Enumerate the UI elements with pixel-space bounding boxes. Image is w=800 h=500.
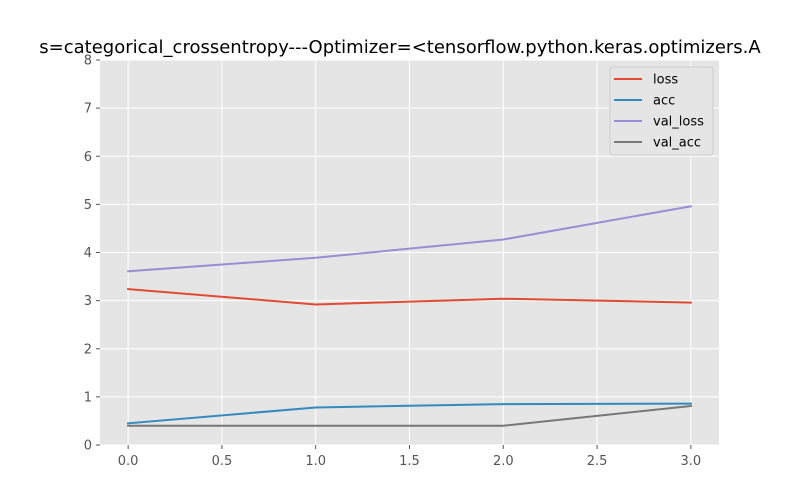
y-tick-label: 5	[84, 198, 92, 213]
x-tick-label: 2.0	[493, 454, 514, 469]
legend-box	[609, 66, 714, 156]
series-line-loss	[127, 287, 692, 306]
x-tick-label: 3.0	[681, 454, 702, 469]
x-axis: 0.0 0.5 1.0 1.5 2.0 2.5 3.0	[118, 445, 701, 469]
y-tick-label: 4	[84, 246, 92, 261]
x-tick-label: 0.0	[118, 454, 139, 469]
series-line-acc	[127, 402, 692, 425]
series-lines	[127, 205, 693, 427]
series-line-val-loss	[127, 205, 693, 273]
legend-label: val_acc	[653, 136, 701, 151]
legend-label: val_loss	[653, 115, 704, 130]
y-tick-label: 7	[84, 102, 92, 117]
legend-label: acc	[653, 94, 675, 109]
y-tick-label: 2	[84, 342, 92, 357]
y-tick-label: 8	[84, 54, 92, 69]
x-tick-label: 2.5	[587, 454, 608, 469]
series-line-val-acc	[127, 404, 692, 427]
x-tick-label: 0.5	[212, 454, 233, 469]
x-tick-label: 1.0	[305, 454, 326, 469]
legend: loss acc val_loss val_acc	[609, 66, 714, 156]
y-tick-label: 1	[84, 390, 92, 405]
y-axis: 0 1 2 3 4 5 6 7 8	[84, 54, 100, 454]
legend-label: loss	[653, 73, 678, 88]
chart-title: s=categorical_crossentropy---Optimizer=<…	[39, 37, 761, 58]
y-tick-label: 0	[84, 439, 92, 454]
x-tick-label: 1.5	[399, 454, 420, 469]
y-tick-label: 3	[84, 294, 92, 309]
y-tick-label: 6	[84, 150, 92, 165]
